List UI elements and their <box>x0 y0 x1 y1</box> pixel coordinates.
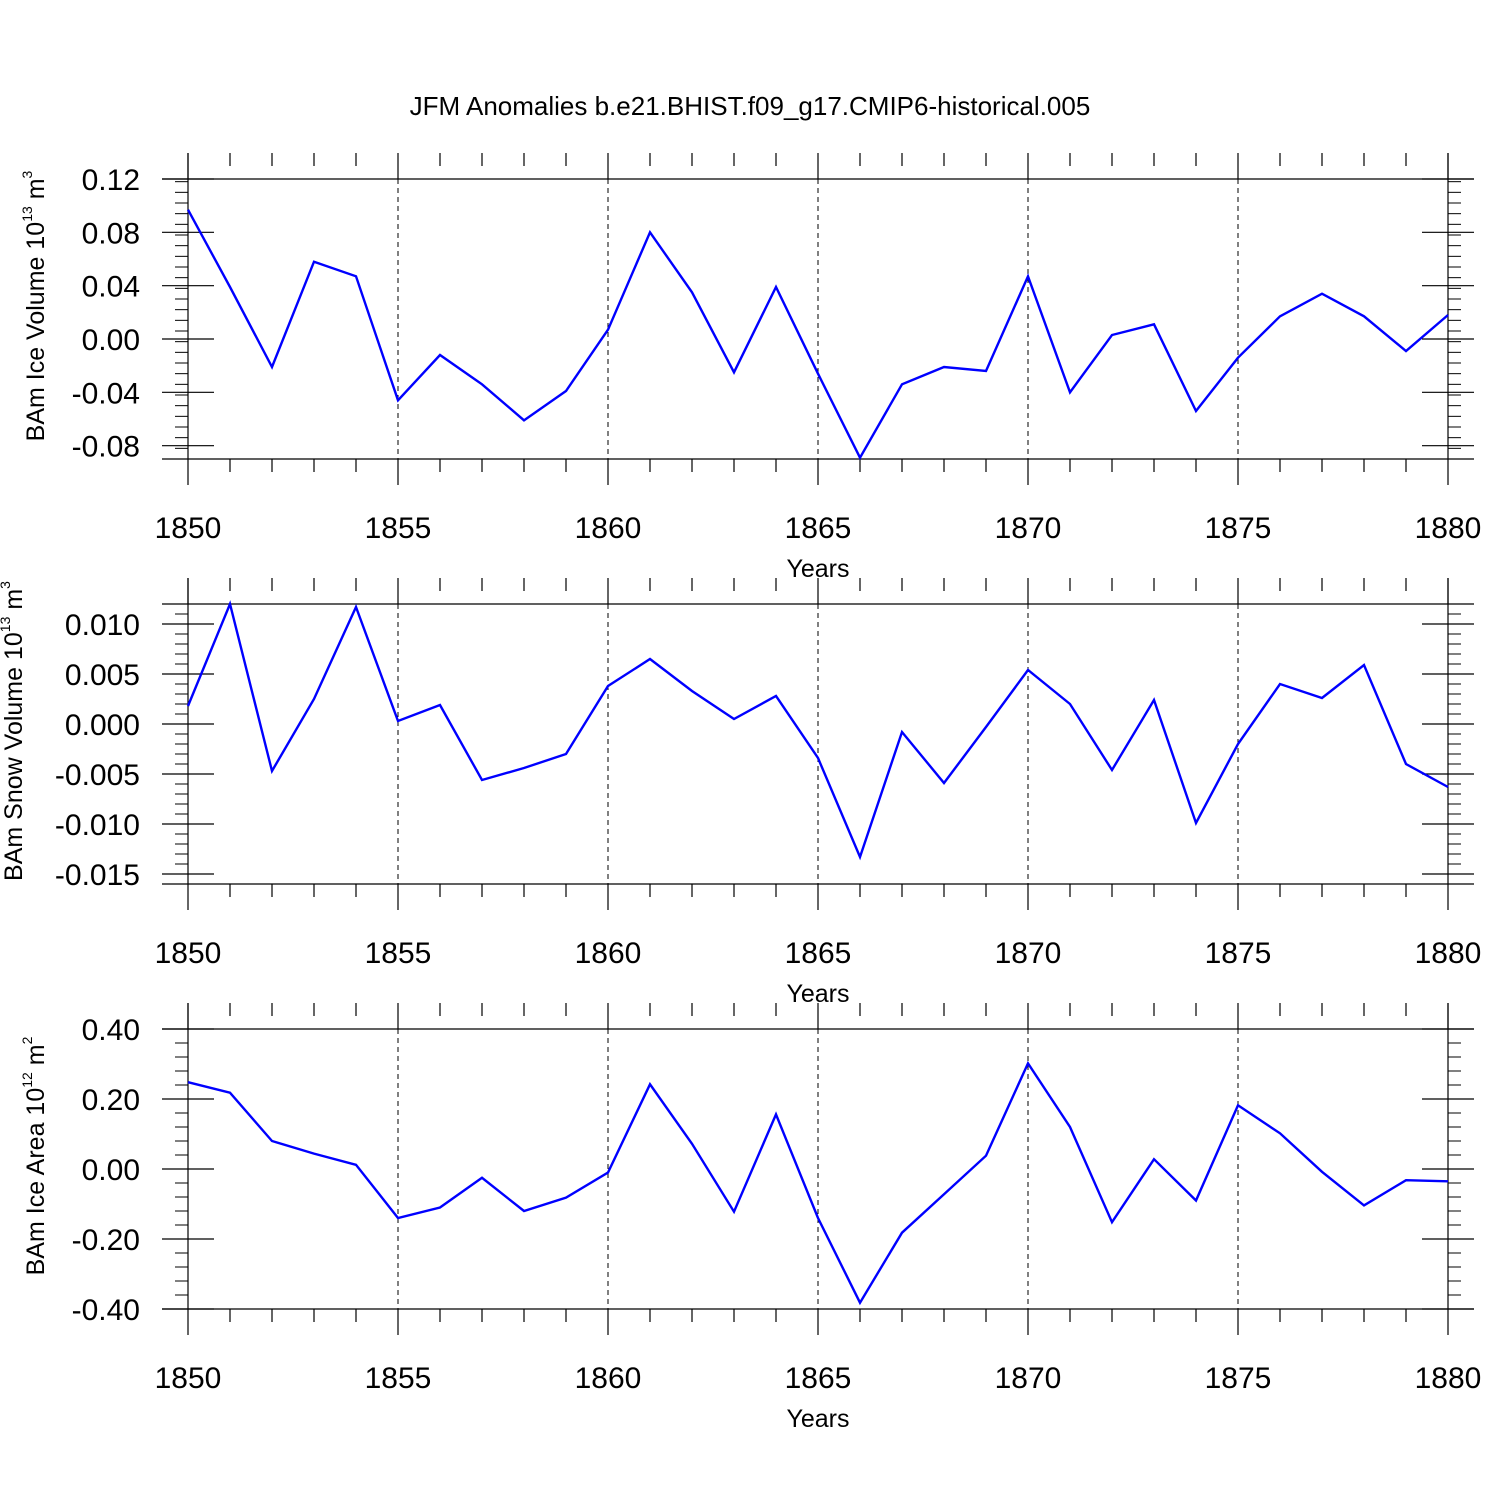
y-tick-label: 0.005 <box>65 659 140 692</box>
x-tick-label: 1860 <box>575 937 642 970</box>
series-line <box>187 1060 1449 1306</box>
x-tick-label: 1865 <box>785 512 852 545</box>
y-tick-label: -0.010 <box>55 809 140 842</box>
panel-3: 0.40 0.20 0.00 -0.20 -0.40 1850 1855 1860 1865 18… <box>19 1003 1481 1433</box>
x-tick-label: 1880 <box>1415 512 1482 545</box>
y-tick-label: -0.005 <box>55 759 140 792</box>
x-tick-label: 1860 <box>575 1362 642 1395</box>
y-tick-label: 0.00 <box>82 324 140 357</box>
x-tick-label: 1880 <box>1415 937 1482 970</box>
x-tick-label: 1860 <box>575 512 642 545</box>
y-tick-label: -0.20 <box>72 1224 140 1257</box>
panel-2: 0.010 0.005 0.000 -0.005 -0.010 -0.015 1850 185… <box>0 578 1481 1008</box>
panel-1: 0.12 0.08 0.04 0.00 -0.04 -0.08 1850 1855 1860 18… <box>19 153 1481 583</box>
y-tick-label: 0.08 <box>82 217 140 250</box>
x-tick-label: 1870 <box>995 512 1062 545</box>
y-tick-label: 0.010 <box>65 609 140 642</box>
y-axis-label: BAm Ice Volume 1013 m3 <box>19 170 50 441</box>
y-axis-label: BAm Ice Area 1012 m2 <box>19 1036 50 1275</box>
x-axis-label: Years <box>786 1405 849 1433</box>
x-tick-label: 1875 <box>1205 1362 1272 1395</box>
figure-title: JFM Anomalies b.e21.BHIST.f09_g17.CMIP6-… <box>410 91 1091 121</box>
y-tick-label: 0.40 <box>82 1014 140 1047</box>
y-tick-label: -0.08 <box>72 431 140 464</box>
x-tick-label: 1865 <box>785 937 852 970</box>
series-line <box>186 209 1449 461</box>
x-tick-label: 1865 <box>785 1362 852 1395</box>
y-tick-label: 0.00 <box>82 1154 140 1187</box>
y-tick-label: 0.12 <box>82 164 140 197</box>
y-tick-label: 0.04 <box>82 271 140 304</box>
x-tick-label: 1855 <box>365 937 432 970</box>
y-tick-label: -0.015 <box>55 859 140 892</box>
y-tick-label: -0.04 <box>72 377 140 410</box>
x-tick-label: 1850 <box>155 512 222 545</box>
series-line <box>186 600 1449 861</box>
x-tick-label: 1875 <box>1205 937 1272 970</box>
x-tick-label: 1850 <box>155 937 222 970</box>
y-tick-label: 0.000 <box>65 709 140 742</box>
y-axis-label: BAm Snow Volume 1013 m3 <box>0 581 28 881</box>
x-tick-label: 1850 <box>155 1362 222 1395</box>
x-tick-label: 1870 <box>995 937 1062 970</box>
y-tick-label: 0.20 <box>82 1084 140 1117</box>
x-tick-label: 1880 <box>1415 1362 1482 1395</box>
x-tick-label: 1870 <box>995 1362 1062 1395</box>
y-tick-label: -0.40 <box>72 1294 140 1327</box>
x-tick-label: 1875 <box>1205 512 1272 545</box>
x-tick-label: 1855 <box>365 1362 432 1395</box>
panels: 0.12 0.08 0.04 0.00 -0.04 -0.08 1850 1855 1860 18… <box>0 153 1481 1433</box>
x-tick-label: 1855 <box>365 512 432 545</box>
